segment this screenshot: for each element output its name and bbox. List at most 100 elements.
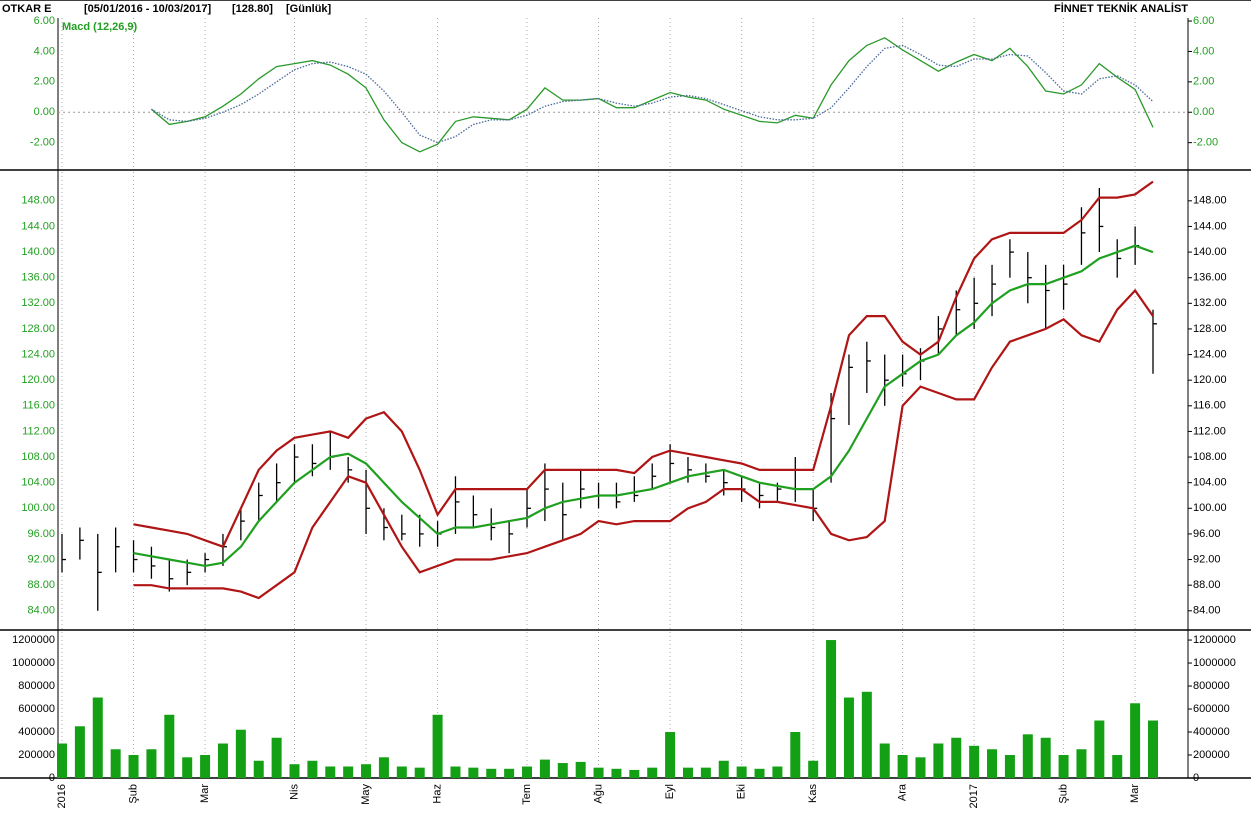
y-tick-label: 0.00 [1193,106,1214,118]
y-tick-label: 600000 [18,703,55,715]
volume-bar [647,767,658,778]
y-tick-label: 1200000 [1193,634,1236,646]
volume-bar [271,737,282,778]
volume-bar [307,760,318,778]
x-tick-label: Tem [521,784,533,805]
y-tick-label: 96.00 [1193,528,1221,540]
y-tick-label: 1000000 [1193,657,1236,669]
x-tick-label: Kas [807,784,819,803]
volume-bar [790,732,801,778]
volume-bar [378,757,389,778]
y-tick-label: 0.00 [34,106,55,118]
volume-bar [110,749,121,778]
volume-bar [575,761,586,778]
volume-bar [1076,749,1087,778]
period: [Günlük] [286,3,332,15]
volume-bar [217,743,228,778]
y-tick-label: 4.00 [1193,45,1214,57]
volume-bar [933,743,944,778]
x-tick-label: Haz [431,784,443,804]
symbol: OTKAR E [2,3,52,15]
volume-bar [969,745,980,778]
x-tick-label: Ara [897,783,909,801]
y-tick-label: 116.00 [1193,400,1226,412]
volume-bar [700,767,711,778]
y-tick-label: 200000 [18,749,55,761]
volume-bar [450,766,461,778]
volume-bar [1022,734,1033,778]
y-tick-label: 400000 [1193,726,1230,738]
y-tick-label: 2.00 [1193,76,1214,88]
y-tick-label: 128.00 [21,323,55,335]
x-tick-label: Mar [1129,784,1141,803]
volume-bar [396,766,407,778]
volume-bar [361,764,372,778]
volume-bar [915,757,926,778]
y-tick-label: 108.00 [21,451,55,463]
volume-bar [808,760,819,778]
volume-bar [164,714,175,778]
x-tick-label: Şub [1057,784,1069,804]
volume-bar [289,764,300,778]
last-price: [128.80] [232,3,273,15]
y-tick-label: 100.00 [1193,502,1227,514]
y-tick-label: 140.00 [1193,246,1227,258]
y-tick-label: 88.00 [27,579,55,591]
y-tick-label: 92.00 [27,553,55,565]
y-tick-label: 148.00 [21,195,55,207]
volume-bar [987,749,998,778]
line-series [133,244,1154,568]
volume-bar [343,766,354,778]
volume-bar [522,766,533,778]
x-tick-label: Eki [736,784,748,799]
y-tick-label: 132.00 [21,297,55,309]
y-tick-label: 140.00 [21,246,55,258]
x-tick-label: Nis [288,784,300,800]
y-tick-label: 120.00 [1193,374,1227,386]
y-tick-label: 1200000 [12,634,55,646]
y-tick-label: 124.00 [1193,348,1227,360]
y-tick-label: 88.00 [1193,579,1221,591]
volume-bar [557,763,568,778]
volume-bar [486,768,497,778]
volume-bar [1094,720,1105,778]
x-tick-label: Eyl [664,784,676,799]
y-tick-label: 200000 [1193,749,1230,761]
x-tick-label: 2017 [968,784,980,808]
y-tick-label: 84.00 [1193,605,1221,617]
y-tick-label: 144.00 [21,220,55,232]
y-tick-label: 132.00 [1193,297,1227,309]
volume-bar [128,755,139,778]
volume-bar [754,768,765,778]
volume-bar [951,737,962,778]
volume-bar [682,767,693,778]
y-tick-label: -2.00 [1193,137,1218,149]
volume-bar [539,759,550,778]
y-tick-label: 144.00 [1193,220,1227,232]
y-tick-label: 2.00 [34,76,55,88]
line-series [150,37,1154,153]
line-series [133,180,1154,549]
line-series [133,288,1154,600]
y-tick-label: 4.00 [34,45,55,57]
y-tick-label: 600000 [1193,703,1230,715]
volume-bar [74,726,85,778]
y-tick-label: 148.00 [1193,195,1227,207]
y-tick-label: 136.00 [1193,272,1227,284]
volume-bar [1112,755,1123,778]
x-tick-label: May [360,784,372,805]
y-tick-label: 116.00 [22,400,55,412]
y-tick-label: 136.00 [21,272,55,284]
volume-bar [414,767,425,778]
y-tick-label: 120.00 [21,374,55,386]
y-tick-label: 100.00 [21,502,55,514]
y-tick-label: 128.00 [1193,323,1227,335]
volume-bar [200,755,211,778]
y-tick-label: 400000 [18,726,55,738]
volume-bar [1148,720,1158,778]
line-series [151,44,1154,144]
y-tick-label: 96.00 [27,528,55,540]
volume-bar [736,766,747,778]
brand: FİNNET TEKNİK ANALİST [1054,2,1188,15]
y-tick-label: 108.00 [1193,451,1227,463]
